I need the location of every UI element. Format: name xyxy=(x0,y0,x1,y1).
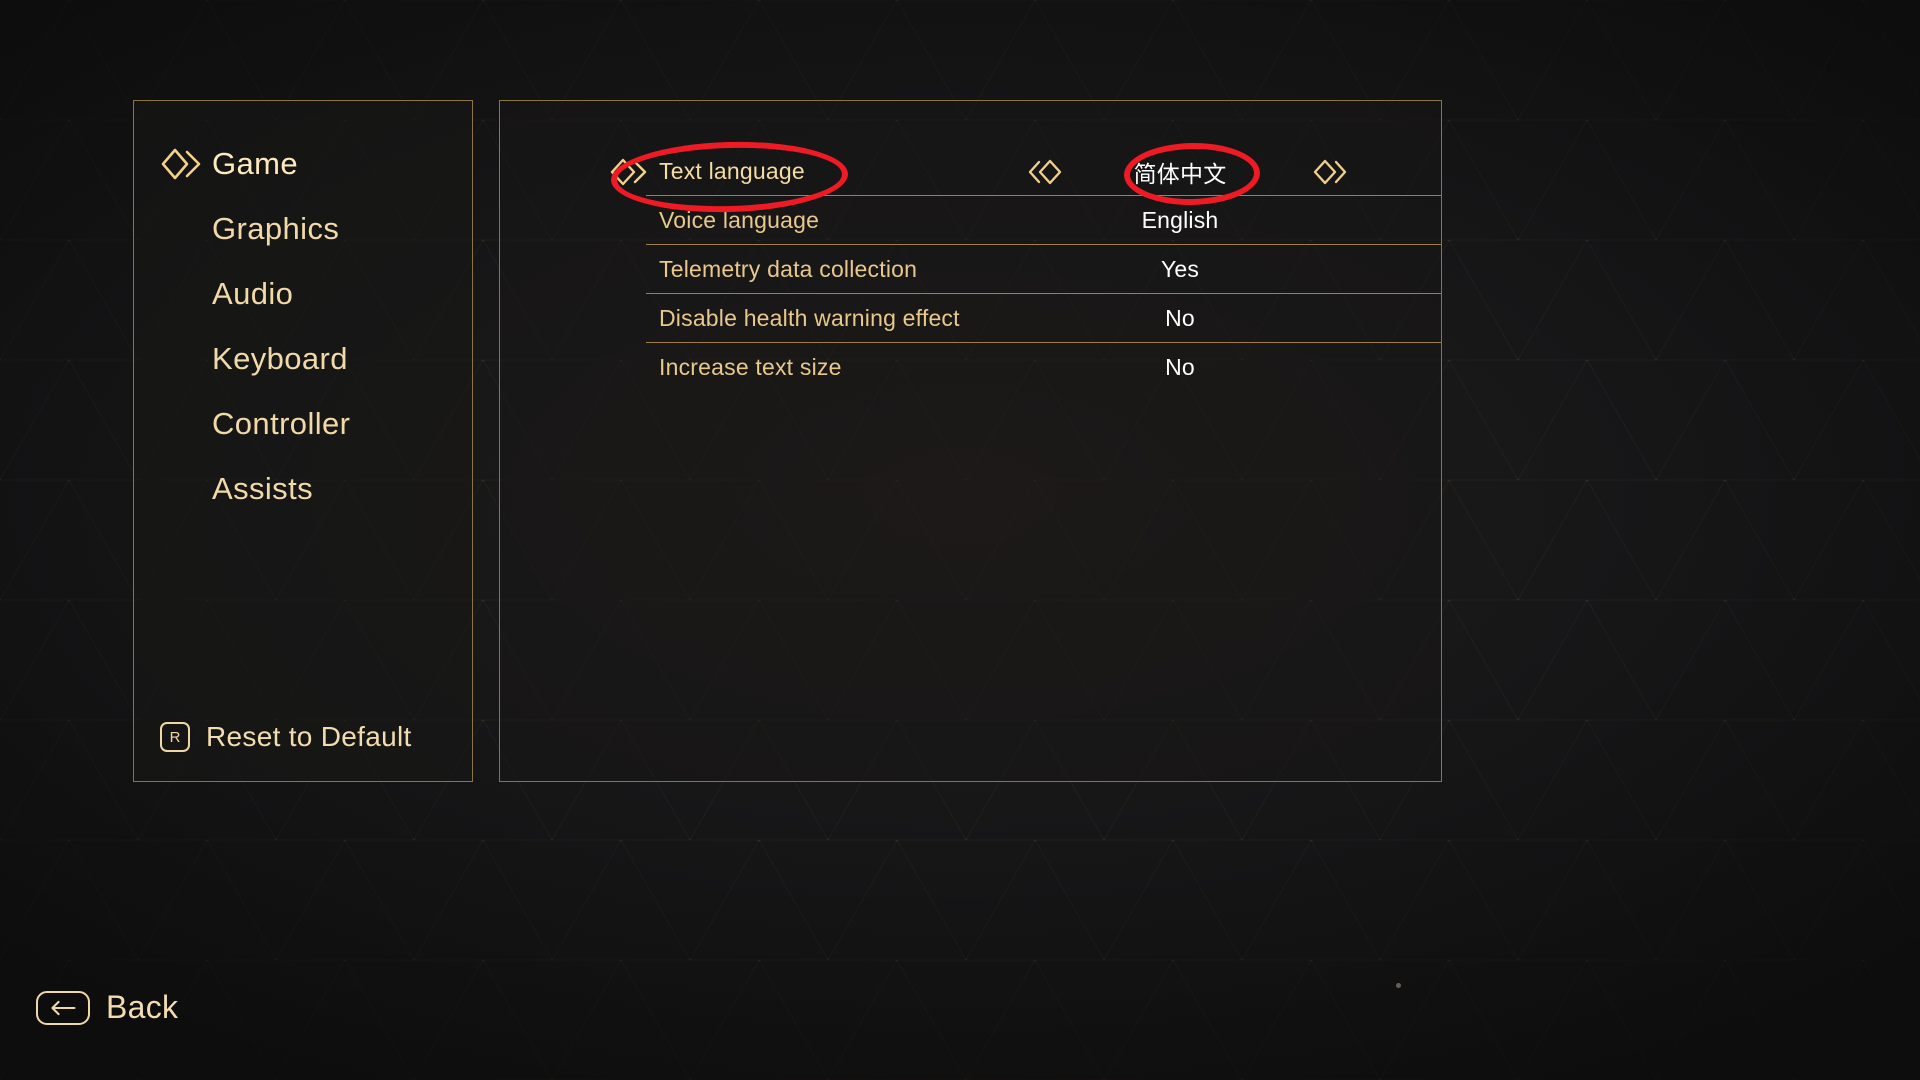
sidebar-item-graphics[interactable]: Graphics xyxy=(134,196,472,261)
sidebar-item-label: Assists xyxy=(212,470,313,506)
chevron-left-icon[interactable] xyxy=(1027,158,1063,186)
arrow-left-key-icon xyxy=(36,990,90,1025)
keycap-r-icon: R xyxy=(160,722,190,752)
settings-row-list: Text language 简体中文 xyxy=(500,147,1441,392)
sidebar-item-label: Keyboard xyxy=(212,340,348,376)
setting-value: No xyxy=(1165,354,1195,380)
sidebar-item-audio[interactable]: Audio xyxy=(134,261,472,326)
sidebar-item-game[interactable]: Game xyxy=(134,131,472,196)
sidebar-item-controller[interactable]: Controller xyxy=(134,391,472,456)
chevron-right-icon[interactable] xyxy=(1312,158,1348,186)
reset-to-default-label: Reset to Default xyxy=(206,721,412,752)
back-label: Back xyxy=(106,989,179,1025)
setting-value: Yes xyxy=(1160,256,1200,282)
sidebar-item-keyboard[interactable]: Keyboard xyxy=(134,326,472,391)
row-divider xyxy=(646,293,1441,294)
setting-label: Disable health warning effect xyxy=(659,305,960,331)
row-divider xyxy=(646,195,1441,196)
setting-row-increase-text-size[interactable]: Increase text size No xyxy=(500,343,1441,392)
setting-label: Text language xyxy=(659,158,805,184)
setting-row-voice-language[interactable]: Voice language English xyxy=(500,196,1441,245)
double-chevron-right-icon xyxy=(610,157,650,187)
setting-value: English xyxy=(1141,207,1219,233)
sidebar-item-assists[interactable]: Assists xyxy=(134,456,472,521)
settings-category-panel: Game Graphics Audio Keyboard Controller xyxy=(133,100,473,782)
row-divider xyxy=(646,244,1441,245)
setting-label: Voice language xyxy=(659,207,820,233)
setting-label: Increase text size xyxy=(659,354,842,380)
setting-row-telemetry-data-collection[interactable]: Telemetry data collection Yes xyxy=(500,245,1441,294)
setting-row-text-language[interactable]: Text language 简体中文 xyxy=(500,147,1441,196)
settings-options-panel: Text language 简体中文 xyxy=(499,100,1442,782)
screen-speck xyxy=(1396,983,1401,988)
sidebar-nav-list: Game Graphics Audio Keyboard Controller xyxy=(134,131,472,521)
back-button[interactable]: Back xyxy=(36,989,178,1026)
row-divider xyxy=(646,342,1441,343)
setting-row-disable-health-warning-effect[interactable]: Disable health warning effect No xyxy=(500,294,1441,343)
sidebar-item-label: Graphics xyxy=(212,210,340,246)
setting-label: Telemetry data collection xyxy=(659,256,918,282)
sidebar-item-label: Audio xyxy=(212,275,294,311)
sidebar-item-label: Game xyxy=(212,145,299,181)
setting-value: No xyxy=(1165,305,1195,331)
double-chevron-right-icon xyxy=(160,147,204,181)
setting-value: 简体中文 xyxy=(1133,160,1227,187)
reset-to-default-button[interactable]: R Reset to Default xyxy=(160,721,412,753)
sidebar-item-label: Controller xyxy=(212,405,351,441)
